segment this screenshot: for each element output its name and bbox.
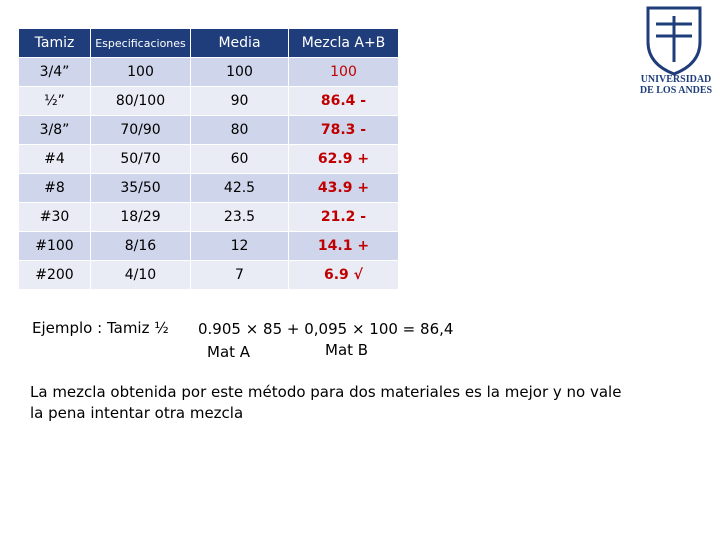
table-row: ½” 80/100 90 86.4 - — [18, 86, 399, 116]
table-cell: 8/16 — [90, 231, 191, 261]
table-cell: 86.4 - — [288, 86, 399, 116]
table-cell: #100 — [18, 231, 91, 261]
table-row: #8 35/50 42.5 43.9 + — [18, 173, 399, 203]
table-row: 3/8” 70/90 80 78.3 - — [18, 115, 399, 145]
table-cell: 62.9 + — [288, 144, 399, 174]
table-cell: 3/8” — [18, 115, 91, 145]
formula: 0.905 × 85 + 0,095 × 100 = 86,4 — [198, 320, 454, 338]
conclusion: La mezcla obtenida por este método para … — [30, 383, 622, 422]
table-cell: #4 — [18, 144, 91, 174]
table-cell: 60 — [190, 144, 289, 174]
table-row: #200 4/10 7 6.9 √ — [18, 260, 399, 290]
header-cell: Especificaciones — [90, 28, 191, 58]
table-cell: 80 — [190, 115, 289, 145]
header-row: Tamiz Especificaciones Media Mezcla A+B — [18, 28, 399, 58]
table-cell: 21.2 - — [288, 202, 399, 232]
table-cell: 42.5 — [190, 173, 289, 203]
table-cell: #30 — [18, 202, 91, 232]
example-label: Ejemplo : Tamiz ½ — [32, 319, 169, 337]
table-cell: 18/29 — [90, 202, 191, 232]
table-cell: 4/10 — [90, 260, 191, 290]
table-row: #100 8/16 12 14.1 + — [18, 231, 399, 261]
mat-a: Mat A — [207, 343, 251, 361]
logo: UNIVERSIDAD DE LOS ANDES — [640, 6, 713, 96]
table-cell: 100 — [288, 57, 399, 87]
table-cell: 78.3 - — [288, 115, 399, 145]
table-cell: 23.5 — [190, 202, 289, 232]
table-cell: 7 — [190, 260, 289, 290]
table-cell: 80/100 — [90, 86, 191, 116]
table-cell: 50/70 — [90, 144, 191, 174]
logo-emblem — [656, 16, 692, 62]
table-cell: #200 — [18, 260, 91, 290]
logo-shield — [646, 6, 702, 76]
table-cell: #8 — [18, 173, 91, 203]
table-cell: 70/90 — [90, 115, 191, 145]
header-cell: Mezcla A+B — [288, 28, 399, 58]
header-cell: Media — [190, 28, 289, 58]
mat-b: Mat B — [325, 341, 369, 359]
table-cell: 100 — [190, 57, 289, 87]
table-cell: 12 — [190, 231, 289, 261]
logo-text: DE LOS ANDES — [640, 85, 713, 96]
header-cell: Tamiz — [18, 28, 91, 58]
table-row: #30 18/29 23.5 21.2 - — [18, 202, 399, 232]
table-cell: 90 — [190, 86, 289, 116]
table-cell: 6.9 √ — [288, 260, 399, 290]
sieve-table: Tamiz Especificaciones Media Mezcla A+B 3/4”… — [18, 28, 399, 290]
table-cell: 43.9 + — [288, 173, 399, 203]
table-cell: 14.1 + — [288, 231, 399, 261]
table-cell: 35/50 — [90, 173, 191, 203]
table-cell: 3/4” — [18, 57, 91, 87]
table-row: #4 50/70 60 62.9 + — [18, 144, 399, 174]
table-cell: ½” — [18, 86, 91, 116]
table-row: 3/4” 100 100 100 — [18, 57, 399, 87]
logo-text: UNIVERSIDAD — [641, 74, 712, 85]
table-cell: 100 — [90, 57, 191, 87]
